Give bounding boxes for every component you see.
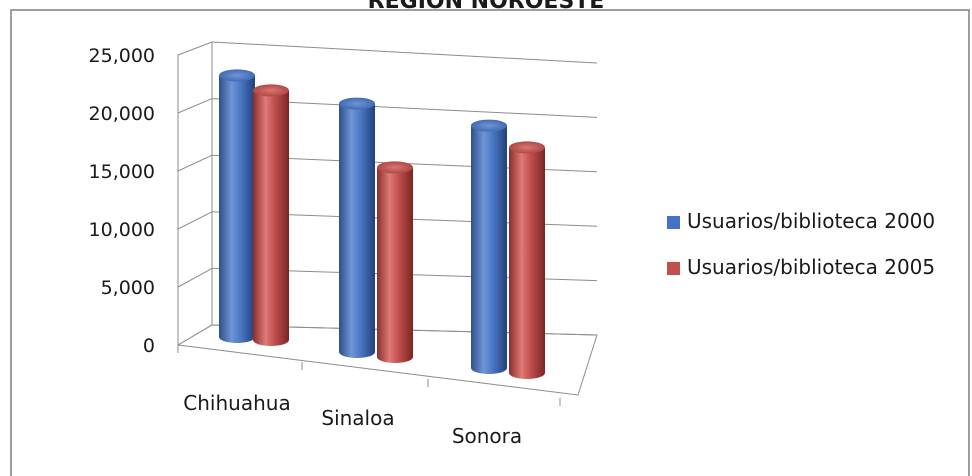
- gridline-side: [177, 98, 213, 114]
- bar-cap: [509, 141, 545, 154]
- y-tick-label: 5,000: [101, 277, 155, 299]
- bar-cap: [253, 84, 289, 97]
- legend-swatch: [667, 216, 680, 229]
- y-tick-label: 15,000: [89, 161, 155, 183]
- bar-chihuahua-2005: [253, 84, 289, 347]
- bar-sinaloa-2000: [339, 97, 375, 358]
- legend: Usuarios/biblioteca 2000 Usuarios/bibliot…: [667, 209, 935, 279]
- bar-sonora-2000: [471, 119, 507, 374]
- floor-edge: [177, 324, 598, 396]
- bar-body: [253, 90, 289, 347]
- bar-body: [219, 75, 255, 344]
- legend-label: Usuarios/biblioteca 2005: [687, 255, 935, 279]
- bar-body: [471, 125, 507, 374]
- bar-body: [509, 147, 545, 379]
- y-tick-label: 10,000: [89, 219, 155, 241]
- y-axis-ticks: 0 5,000 10,000 15,000 20,000 25,000: [89, 45, 155, 357]
- category-label: Sonora: [452, 424, 522, 448]
- category-label: Chihuahua: [183, 391, 290, 415]
- bars: [219, 69, 545, 379]
- y-tick-label: 20,000: [89, 103, 155, 125]
- category-label: Sinaloa: [321, 406, 394, 430]
- gridline-side: [177, 41, 213, 56]
- bar-body: [339, 103, 375, 358]
- y-tick-label: 0: [143, 335, 155, 357]
- gridline-side: [177, 154, 213, 172]
- gridline-side: [177, 267, 213, 288]
- bar-chihuahua-2000: [219, 69, 255, 344]
- bar-sonora-2005: [509, 141, 545, 379]
- gridline-side: [177, 211, 213, 230]
- bar-sinaloa-2005: [377, 161, 413, 363]
- bar-body: [377, 167, 413, 363]
- bar-cap: [219, 69, 255, 82]
- bar-cap: [471, 119, 507, 132]
- x-axis-labels: Chihuahua Sinaloa Sonora: [183, 391, 522, 448]
- y-tick-label: 25,000: [89, 45, 155, 67]
- legend-swatch: [667, 262, 680, 275]
- bar-cap: [339, 97, 375, 110]
- bar-cap: [377, 161, 413, 174]
- legend-label: Usuarios/biblioteca 2000: [687, 209, 935, 233]
- gridline: [211, 41, 598, 64]
- chart-title: REGION NOROESTE: [368, 0, 605, 14]
